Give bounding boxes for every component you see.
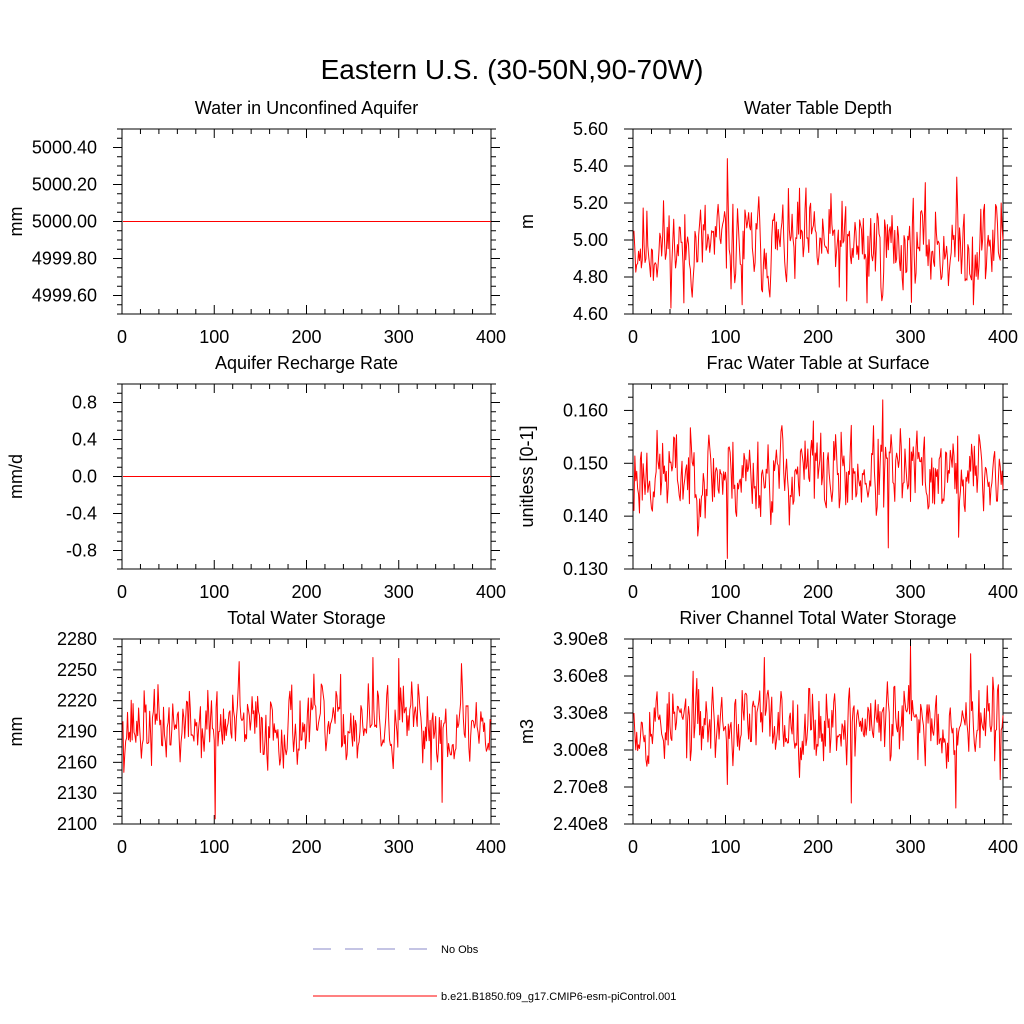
x-tick-label: 200 (291, 582, 321, 602)
x-tick-label: 100 (199, 582, 229, 602)
x-tick-label: 200 (291, 327, 321, 347)
y-axis-label: mm/d (6, 454, 26, 499)
y-tick-label: 2130 (57, 783, 97, 803)
legend-model-label: b.e21.B1850.f09_g17.CMIP6-esm-piControl.… (441, 991, 676, 1003)
x-tick-label: 200 (803, 837, 833, 857)
x-tick-label: 0 (117, 837, 127, 857)
x-tick-label: 100 (199, 837, 229, 857)
y-tick-label: 0.160 (563, 400, 608, 420)
y-axis-label: mm (6, 207, 26, 237)
panel-2: Water Table Depth m 0 100 200 300 400 4.60 4.80 5… (517, 98, 1018, 347)
y-tick-label: 3.00e8 (553, 740, 608, 760)
panel-1: Water in Unconfined Aquifer mm 0 100 200 300 4… (6, 98, 506, 347)
y-tick-label: 5.20 (573, 193, 608, 213)
panel-title: Water in Unconfined Aquifer (195, 98, 418, 118)
y-tick-label: 2.70e8 (553, 777, 608, 797)
legend: No Obs b.e21.B1850.f09_g17.CMIP6-esm-piC… (313, 944, 676, 1003)
panels: Water in Unconfined Aquifer mm 0 100 200 300 4… (6, 98, 1018, 857)
x-tick-label: 200 (803, 327, 833, 347)
y-tick-label: 4999.80 (32, 249, 97, 269)
x-tick-label: 0 (117, 327, 127, 347)
legend-obs-label: No Obs (441, 944, 479, 956)
y-tick-label: 2160 (57, 752, 97, 772)
panel-3: Aquifer Recharge Rate mm/d 0 100 200 300 400 -0… (6, 353, 506, 602)
y-tick-label: 0.130 (563, 559, 608, 579)
x-tick-label: 200 (803, 582, 833, 602)
x-tick-label: 400 (476, 327, 506, 347)
y-axis-label: m (517, 214, 537, 229)
x-tick-label: 0 (628, 327, 638, 347)
x-tick-label: 300 (895, 582, 925, 602)
series-line (633, 645, 1004, 809)
y-axis-label: m3 (517, 719, 537, 744)
x-tick-label: 0 (628, 837, 638, 857)
plot-frame (632, 128, 1004, 315)
y-tick-label: 4.80 (573, 267, 608, 287)
x-tick-label: 300 (384, 837, 414, 857)
y-tick-label: 2280 (57, 629, 97, 649)
y-tick-label: 2100 (57, 814, 97, 834)
x-tick-label: 100 (710, 837, 740, 857)
y-tick-label: 3.30e8 (553, 703, 608, 723)
y-tick-label: 0.8 (72, 393, 97, 413)
x-tick-label: 400 (476, 582, 506, 602)
y-tick-label: -0.8 (66, 541, 97, 561)
y-tick-label: 4999.60 (32, 286, 97, 306)
series-line (122, 657, 492, 820)
y-tick-label: 5.00 (573, 230, 608, 250)
y-tick-label: 5000.20 (32, 175, 97, 195)
y-axis-label: unitless [0-1] (517, 425, 537, 527)
x-tick-label: 400 (988, 582, 1018, 602)
y-tick-label: 2190 (57, 722, 97, 742)
x-tick-label: 0 (117, 582, 127, 602)
panel-title: Water Table Depth (744, 98, 892, 118)
panel-title: Total Water Storage (227, 608, 385, 628)
y-tick-label: 5000.00 (32, 212, 97, 232)
x-tick-label: 100 (710, 327, 740, 347)
x-tick-label: 100 (710, 582, 740, 602)
y-tick-label: 5000.40 (32, 138, 97, 158)
y-axis-label: mm (6, 717, 26, 747)
panel-title: Aquifer Recharge Rate (215, 353, 398, 373)
y-tick-label: 0.150 (563, 453, 608, 473)
x-tick-label: 400 (988, 837, 1018, 857)
y-tick-label: 5.40 (573, 156, 608, 176)
y-tick-label: 2220 (57, 691, 97, 711)
panel-4: Frac Water Table at Surface unitless [0-1… (517, 353, 1018, 602)
x-tick-label: 300 (384, 327, 414, 347)
y-tick-label: 3.60e8 (553, 666, 608, 686)
series-line (633, 158, 1004, 309)
x-tick-label: 300 (895, 837, 925, 857)
panel-6: River Channel Total Water Storage m3 0 100 2… (517, 608, 1018, 857)
y-tick-label: 3.90e8 (553, 629, 608, 649)
panel-title: Frac Water Table at Surface (706, 353, 929, 373)
x-tick-label: 300 (895, 327, 925, 347)
x-tick-label: 400 (476, 837, 506, 857)
figure-title: Eastern U.S. (30-50N,90-70W) (321, 54, 704, 85)
y-tick-label: 0.0 (72, 467, 97, 487)
y-tick-label: 5.60 (573, 119, 608, 139)
y-tick-label: 2250 (57, 660, 97, 680)
series-line (633, 399, 1004, 559)
panel-5: Total Water Storage mm 0 100 200 300 400 2100 21… (6, 608, 506, 857)
x-tick-label: 0 (628, 582, 638, 602)
x-tick-label: 400 (988, 327, 1018, 347)
y-tick-label: 0.140 (563, 506, 608, 526)
y-tick-label: -0.4 (66, 504, 97, 524)
panel-title: River Channel Total Water Storage (679, 608, 956, 628)
x-tick-label: 300 (384, 582, 414, 602)
x-tick-label: 200 (291, 837, 321, 857)
y-tick-label: 4.60 (573, 304, 608, 324)
y-tick-label: 0.4 (72, 430, 97, 450)
x-tick-label: 100 (199, 327, 229, 347)
y-tick-label: 2.40e8 (553, 814, 608, 834)
